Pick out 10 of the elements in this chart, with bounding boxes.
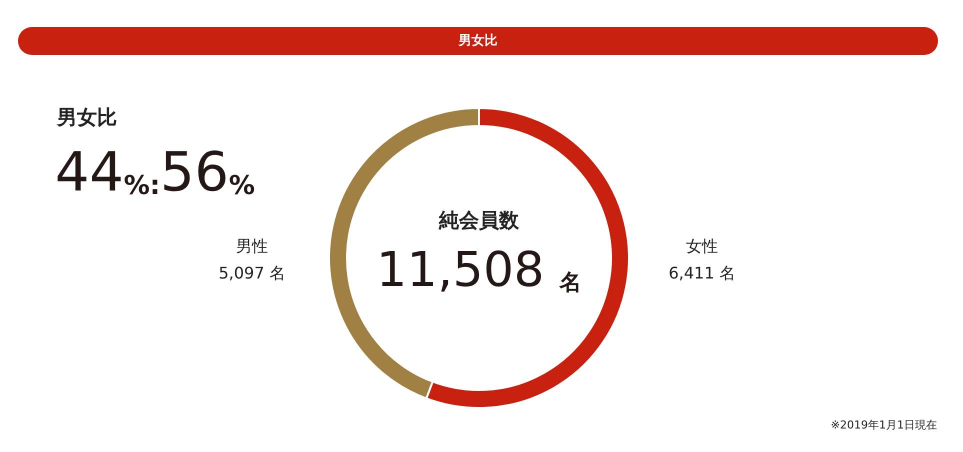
chart-title: 男女比: [458, 34, 498, 48]
text: ※2019年1月1日現在: [830, 418, 937, 432]
text: 男女比: [56, 105, 117, 129]
data-label: 6,411 名: [668, 264, 736, 282]
data-label: 5,097 名: [218, 264, 286, 282]
text: 純会員数: [438, 208, 520, 232]
slice-label: 女性: [686, 236, 718, 256]
slice-label: 男性: [236, 236, 268, 256]
text: 44%:56%: [55, 140, 255, 204]
text: 11,508 名: [376, 242, 582, 298]
